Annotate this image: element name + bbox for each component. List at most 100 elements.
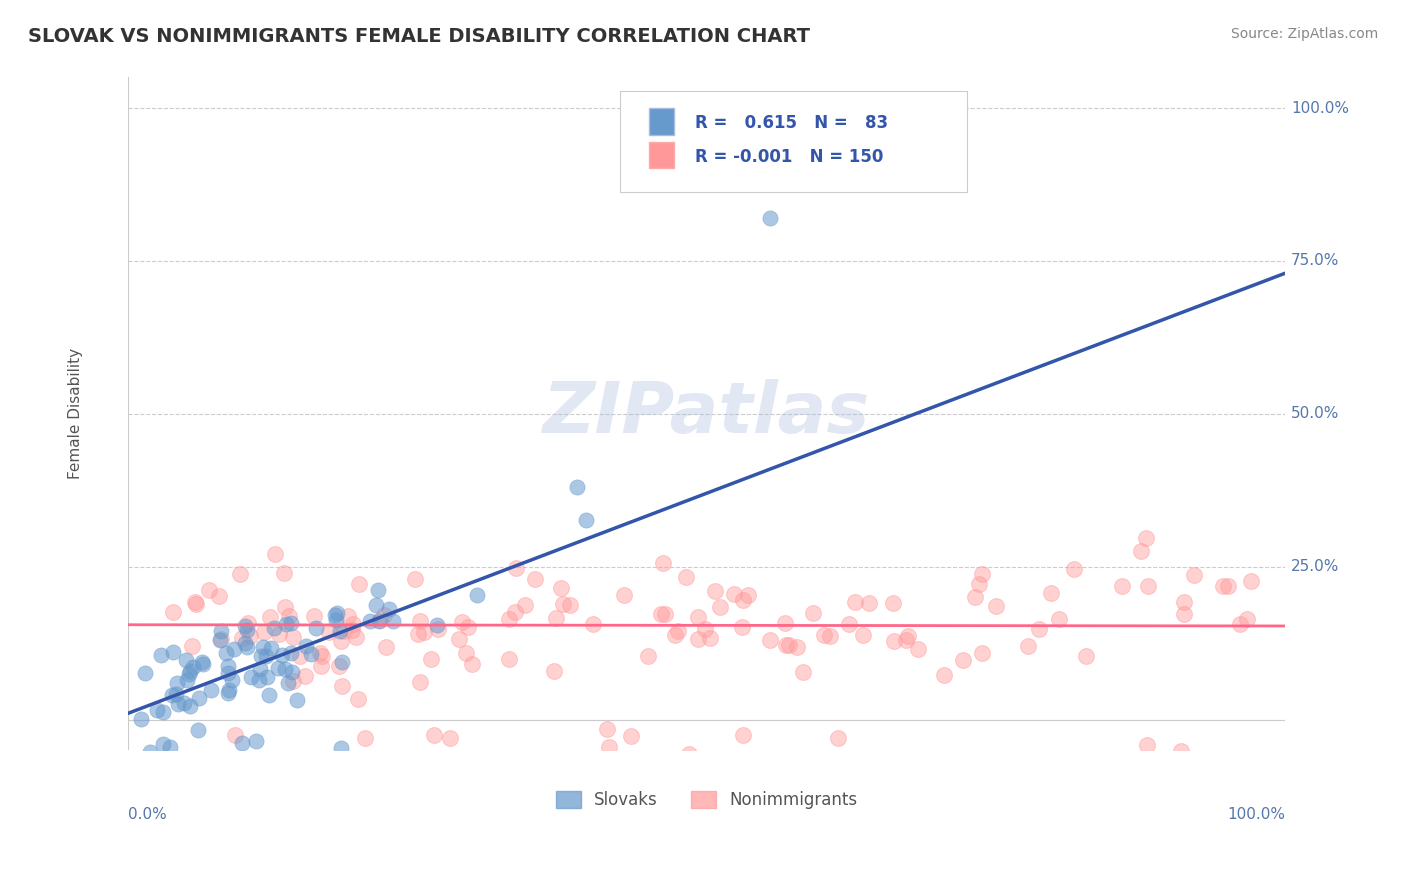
Point: [1101, 767, 1123, 781]
Point: [1047, 612, 1070, 626]
Point: [280, 665, 302, 679]
Point: [426, 622, 449, 636]
Point: [786, 640, 808, 654]
Point: [426, 752, 449, 766]
Point: [451, 615, 474, 629]
Point: [217, 685, 239, 699]
Point: [274, 600, 297, 615]
Point: [709, 600, 731, 615]
Point: [233, 636, 256, 650]
Text: 0.0%: 0.0%: [128, 807, 166, 822]
Point: [963, 590, 986, 604]
Point: [550, 581, 572, 595]
Point: [377, 602, 399, 616]
Text: 50.0%: 50.0%: [1291, 406, 1340, 421]
Point: [467, 588, 489, 602]
Point: [456, 646, 478, 660]
Point: [551, 598, 574, 612]
Point: [1182, 567, 1205, 582]
Text: R =   0.615   N =   83: R = 0.615 N = 83: [695, 114, 889, 132]
Point: [364, 599, 387, 613]
Point: [778, 638, 800, 652]
Point: [308, 646, 330, 660]
Point: [146, 703, 169, 717]
Point: [544, 611, 567, 625]
Point: [247, 673, 270, 688]
Point: [882, 596, 904, 610]
FancyBboxPatch shape: [648, 108, 673, 135]
Point: [596, 722, 619, 736]
Point: [173, 696, 195, 710]
Point: [460, 657, 482, 671]
Point: [280, 646, 302, 660]
Point: [188, 690, 211, 705]
Point: [273, 566, 295, 581]
Point: [233, 618, 256, 632]
Point: [329, 633, 352, 648]
Point: [180, 639, 202, 653]
Point: [240, 670, 263, 684]
Point: [560, 599, 582, 613]
Point: [152, 705, 174, 719]
Text: Female Disability: Female Disability: [67, 348, 83, 479]
Point: [290, 648, 312, 663]
Point: [283, 673, 305, 688]
Point: [186, 597, 208, 611]
Point: [309, 659, 332, 673]
Point: [381, 615, 404, 629]
Point: [209, 632, 232, 647]
Point: [162, 605, 184, 619]
Point: [221, 673, 243, 688]
Text: R = -0.001   N = 150: R = -0.001 N = 150: [695, 148, 883, 166]
Point: [420, 652, 443, 666]
Point: [704, 584, 727, 599]
Point: [332, 624, 354, 639]
Point: [328, 658, 350, 673]
Point: [183, 595, 205, 609]
Point: [323, 608, 346, 623]
Point: [498, 652, 520, 666]
Point: [236, 640, 259, 654]
Point: [1039, 586, 1062, 600]
Point: [330, 655, 353, 669]
Point: [852, 628, 875, 642]
Point: [294, 669, 316, 683]
Point: [970, 566, 993, 581]
Point: [208, 633, 231, 648]
Point: [894, 632, 917, 647]
Point: [318, 625, 340, 640]
Point: [325, 614, 347, 628]
Point: [236, 616, 259, 631]
Point: [731, 592, 754, 607]
Point: [373, 607, 395, 622]
Point: [330, 740, 353, 755]
Point: [409, 615, 432, 629]
Point: [165, 687, 187, 701]
Point: [253, 625, 276, 640]
Point: [283, 773, 305, 788]
Point: [907, 642, 929, 657]
Point: [759, 211, 782, 225]
Point: [524, 572, 547, 586]
Point: [336, 608, 359, 623]
Point: [329, 624, 352, 638]
Point: [367, 614, 389, 628]
Point: [536, 762, 558, 776]
Point: [675, 570, 697, 584]
Point: [222, 642, 245, 657]
Point: [166, 675, 188, 690]
Point: [858, 596, 880, 610]
Point: [374, 640, 396, 654]
Point: [447, 632, 470, 647]
Point: [295, 639, 318, 653]
Point: [181, 660, 204, 674]
Point: [543, 664, 565, 678]
Point: [249, 662, 271, 676]
Point: [280, 616, 302, 631]
Point: [254, 648, 277, 663]
Point: [245, 733, 267, 747]
Point: [342, 617, 364, 632]
Point: [439, 731, 461, 745]
Point: [1111, 579, 1133, 593]
Point: [229, 566, 252, 581]
